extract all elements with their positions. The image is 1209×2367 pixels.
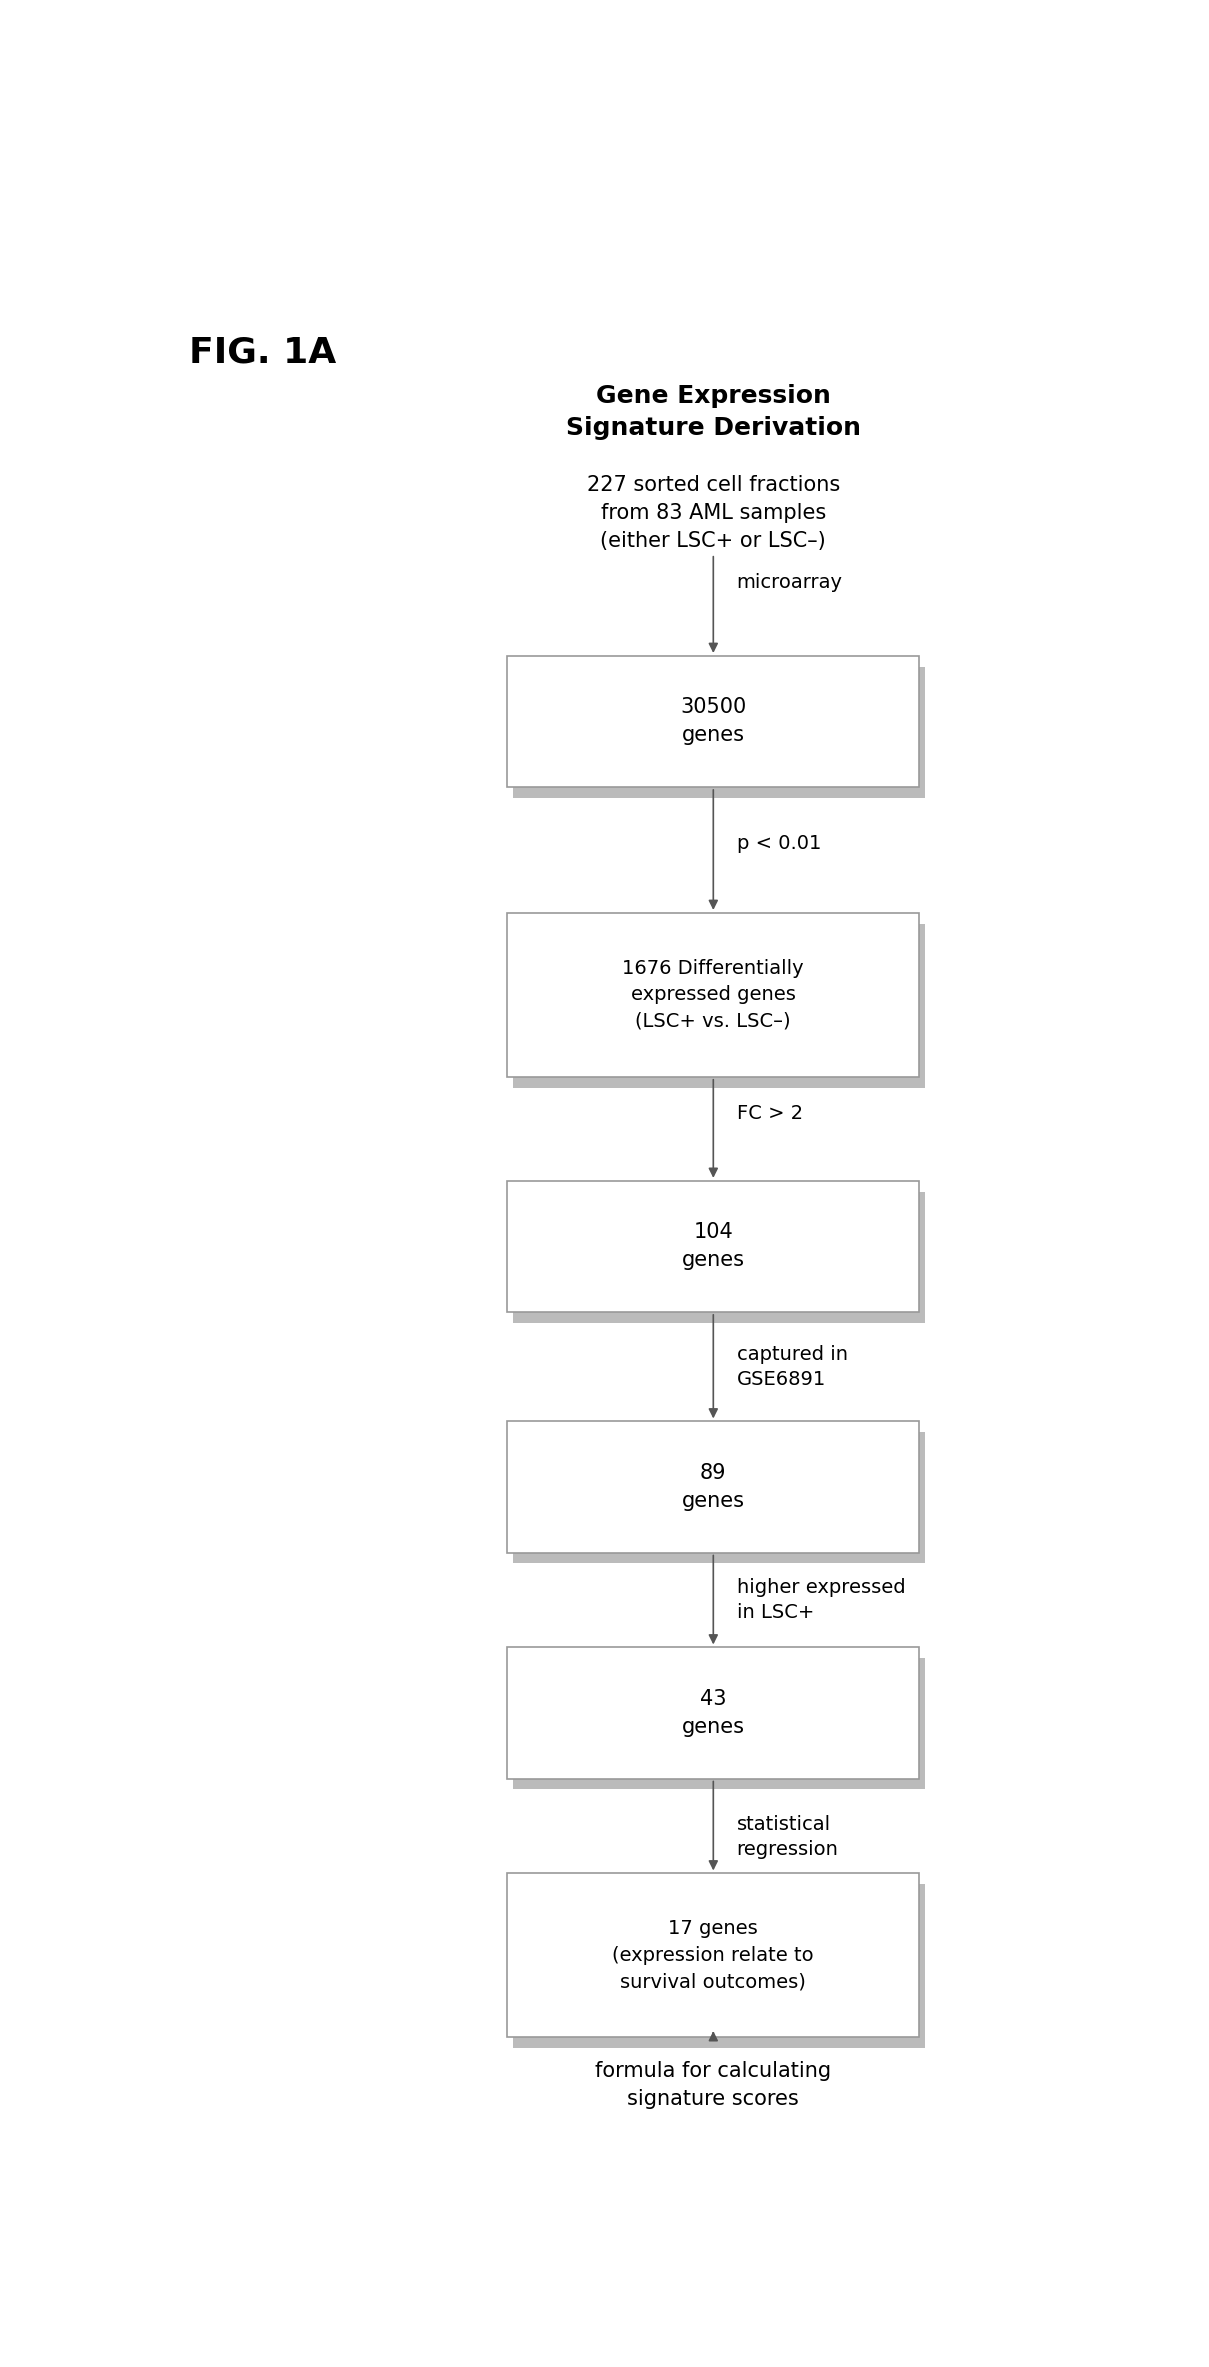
FancyBboxPatch shape [508, 1872, 920, 2038]
FancyBboxPatch shape [513, 923, 925, 1089]
Text: microarray: microarray [736, 573, 843, 592]
FancyBboxPatch shape [508, 656, 920, 788]
Text: captured in
GSE6891: captured in GSE6891 [736, 1344, 848, 1389]
Text: 43
genes: 43 genes [682, 1690, 745, 1737]
Text: 1676 Differentially
expressed genes
(LSC+ vs. LSC–): 1676 Differentially expressed genes (LSC… [623, 959, 804, 1032]
FancyBboxPatch shape [513, 1659, 925, 1789]
Text: 17 genes
(expression relate to
survival outcomes): 17 genes (expression relate to survival … [613, 1920, 814, 1991]
Text: higher expressed
in LSC+: higher expressed in LSC+ [736, 1579, 906, 1621]
Text: 30500
genes: 30500 genes [681, 698, 746, 746]
Text: 227 sorted cell fractions
from 83 AML samples
(either LSC+ or LSC–): 227 sorted cell fractions from 83 AML sa… [586, 476, 840, 552]
FancyBboxPatch shape [513, 1884, 925, 2047]
Text: 104
genes: 104 genes [682, 1221, 745, 1271]
Text: formula for calculating
signature scores: formula for calculating signature scores [595, 2062, 832, 2109]
FancyBboxPatch shape [513, 1191, 925, 1323]
FancyBboxPatch shape [508, 914, 920, 1077]
FancyBboxPatch shape [513, 1432, 925, 1565]
FancyBboxPatch shape [508, 1647, 920, 1778]
Text: FIG. 1A: FIG. 1A [189, 336, 336, 369]
FancyBboxPatch shape [513, 667, 925, 798]
Text: p < 0.01: p < 0.01 [736, 833, 821, 852]
FancyBboxPatch shape [508, 1420, 920, 1553]
Text: statistical
regression: statistical regression [736, 1815, 839, 1858]
Text: Gene Expression
Signature Derivation: Gene Expression Signature Derivation [566, 383, 861, 440]
Text: FC > 2: FC > 2 [736, 1103, 803, 1122]
Text: 89
genes: 89 genes [682, 1463, 745, 1510]
FancyBboxPatch shape [508, 1181, 920, 1311]
